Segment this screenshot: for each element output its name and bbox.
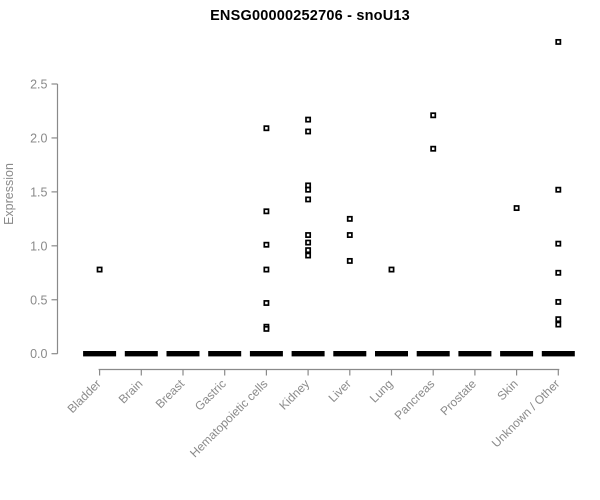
x-category-label: Bladder (65, 377, 104, 416)
data-point (555, 38, 562, 45)
data-point (430, 112, 437, 119)
data-point (513, 205, 520, 212)
data-point (263, 208, 270, 215)
x-category-label: Liver (326, 377, 354, 405)
y-tick-label: 0.5 (30, 293, 47, 307)
y-tick-label: 1.5 (30, 185, 47, 199)
data-point (305, 196, 312, 203)
x-category-label: Prostate (438, 377, 480, 419)
data-point (96, 266, 103, 273)
x-category-label: Gastric (192, 377, 229, 414)
zero-expression-dash (208, 351, 242, 357)
x-category-label: Breast (153, 376, 188, 411)
zero-expression-dash (416, 351, 450, 357)
zero-expression-dash (83, 351, 117, 357)
data-point (263, 325, 270, 332)
x-category-label: Skin (494, 377, 520, 403)
data-point (555, 240, 562, 247)
data-point (305, 247, 312, 254)
data-point (430, 145, 437, 152)
chart-title: ENSG00000252706 - snoU13 (210, 8, 410, 24)
x-category-label: Pancreas (392, 377, 438, 423)
data-point (263, 125, 270, 132)
y-tick-label: 2.0 (30, 131, 47, 145)
zero-expression-dash (291, 351, 325, 357)
data-point (305, 232, 312, 238)
zero-expression-dash (500, 351, 534, 357)
zero-expression-dash (249, 351, 283, 357)
zero-expression-dash (166, 351, 200, 357)
zero-expression-dash (333, 351, 367, 357)
data-point (555, 298, 562, 305)
data-point (555, 316, 562, 323)
zero-expression-dash (375, 351, 408, 357)
data-point (555, 321, 562, 328)
data-point (305, 186, 312, 193)
zero-expression-dash (541, 351, 575, 357)
zero-expression-dash (458, 351, 492, 357)
data-point (305, 128, 312, 135)
y-tick-label: 0.0 (30, 347, 47, 361)
data-point (388, 266, 395, 273)
data-point (263, 300, 270, 306)
data-point (346, 215, 353, 222)
data-point (305, 252, 312, 259)
data-point (555, 269, 562, 276)
y-tick-label: 1.0 (30, 239, 47, 253)
data-point (346, 232, 353, 238)
x-category-label: Kidney (276, 377, 312, 413)
x-category-label: Brain (116, 377, 146, 407)
data-point (305, 116, 312, 123)
x-category-label: Hematopoietic cells (187, 377, 270, 460)
data-point (263, 266, 270, 273)
data-point (305, 239, 312, 246)
data-point (263, 241, 270, 248)
y-tick-label: 2.5 (30, 78, 47, 92)
x-category-label: Lung (367, 377, 396, 406)
data-point (555, 186, 562, 193)
data-point (346, 257, 353, 264)
zero-expression-dash (124, 351, 158, 357)
